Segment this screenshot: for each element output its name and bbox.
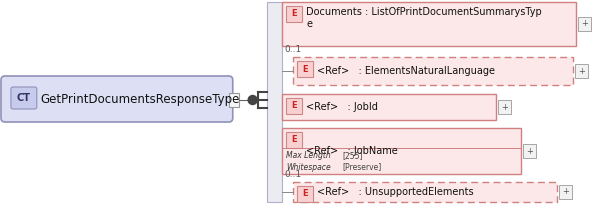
Bar — [578, 17, 591, 31]
Bar — [229, 93, 239, 107]
Text: e: e — [306, 19, 313, 29]
Text: +: + — [562, 187, 569, 196]
FancyBboxPatch shape — [1, 76, 233, 122]
Text: Max Length: Max Length — [286, 152, 331, 161]
Bar — [297, 61, 313, 77]
Bar — [523, 144, 536, 158]
Text: Documents : ListOfPrintDocumentSummarysTyp: Documents : ListOfPrintDocumentSummarysT… — [306, 7, 542, 17]
Text: <Ref>   : UnsupportedElements: <Ref> : UnsupportedElements — [317, 187, 474, 197]
Text: +: + — [502, 102, 508, 112]
Bar — [266, 2, 283, 202]
Text: E: E — [292, 102, 297, 111]
Bar — [559, 185, 572, 199]
Text: 0..1: 0..1 — [285, 170, 302, 179]
Text: +: + — [526, 146, 533, 155]
Text: 0..1: 0..1 — [285, 45, 302, 54]
Bar — [294, 57, 573, 85]
Text: +: + — [581, 20, 588, 29]
Text: +: + — [578, 67, 585, 75]
Bar — [286, 6, 302, 22]
FancyBboxPatch shape — [11, 87, 37, 109]
Bar — [283, 128, 521, 174]
Text: [Preserve]: [Preserve] — [342, 163, 381, 172]
Text: [255]: [255] — [342, 152, 362, 161]
Text: E: E — [292, 10, 297, 19]
Bar — [283, 94, 496, 120]
Bar — [283, 2, 576, 46]
Bar — [499, 100, 511, 114]
Text: <Ref>   : JobId: <Ref> : JobId — [306, 102, 378, 112]
Bar — [294, 182, 557, 202]
Text: <Ref>   : JobName: <Ref> : JobName — [306, 146, 398, 156]
Circle shape — [248, 95, 257, 104]
Text: Whitespace: Whitespace — [286, 163, 331, 172]
Text: <Ref>   : ElementsNaturalLanguage: <Ref> : ElementsNaturalLanguage — [317, 66, 496, 76]
Bar — [297, 186, 313, 202]
Text: E: E — [292, 135, 297, 144]
Bar — [575, 64, 588, 78]
Text: E: E — [303, 64, 308, 73]
Text: E: E — [303, 190, 308, 198]
Text: CT: CT — [17, 93, 31, 103]
Text: GetPrintDocumentsResponseType: GetPrintDocumentsResponseType — [41, 92, 240, 105]
Bar — [286, 132, 302, 148]
Bar — [286, 98, 302, 114]
